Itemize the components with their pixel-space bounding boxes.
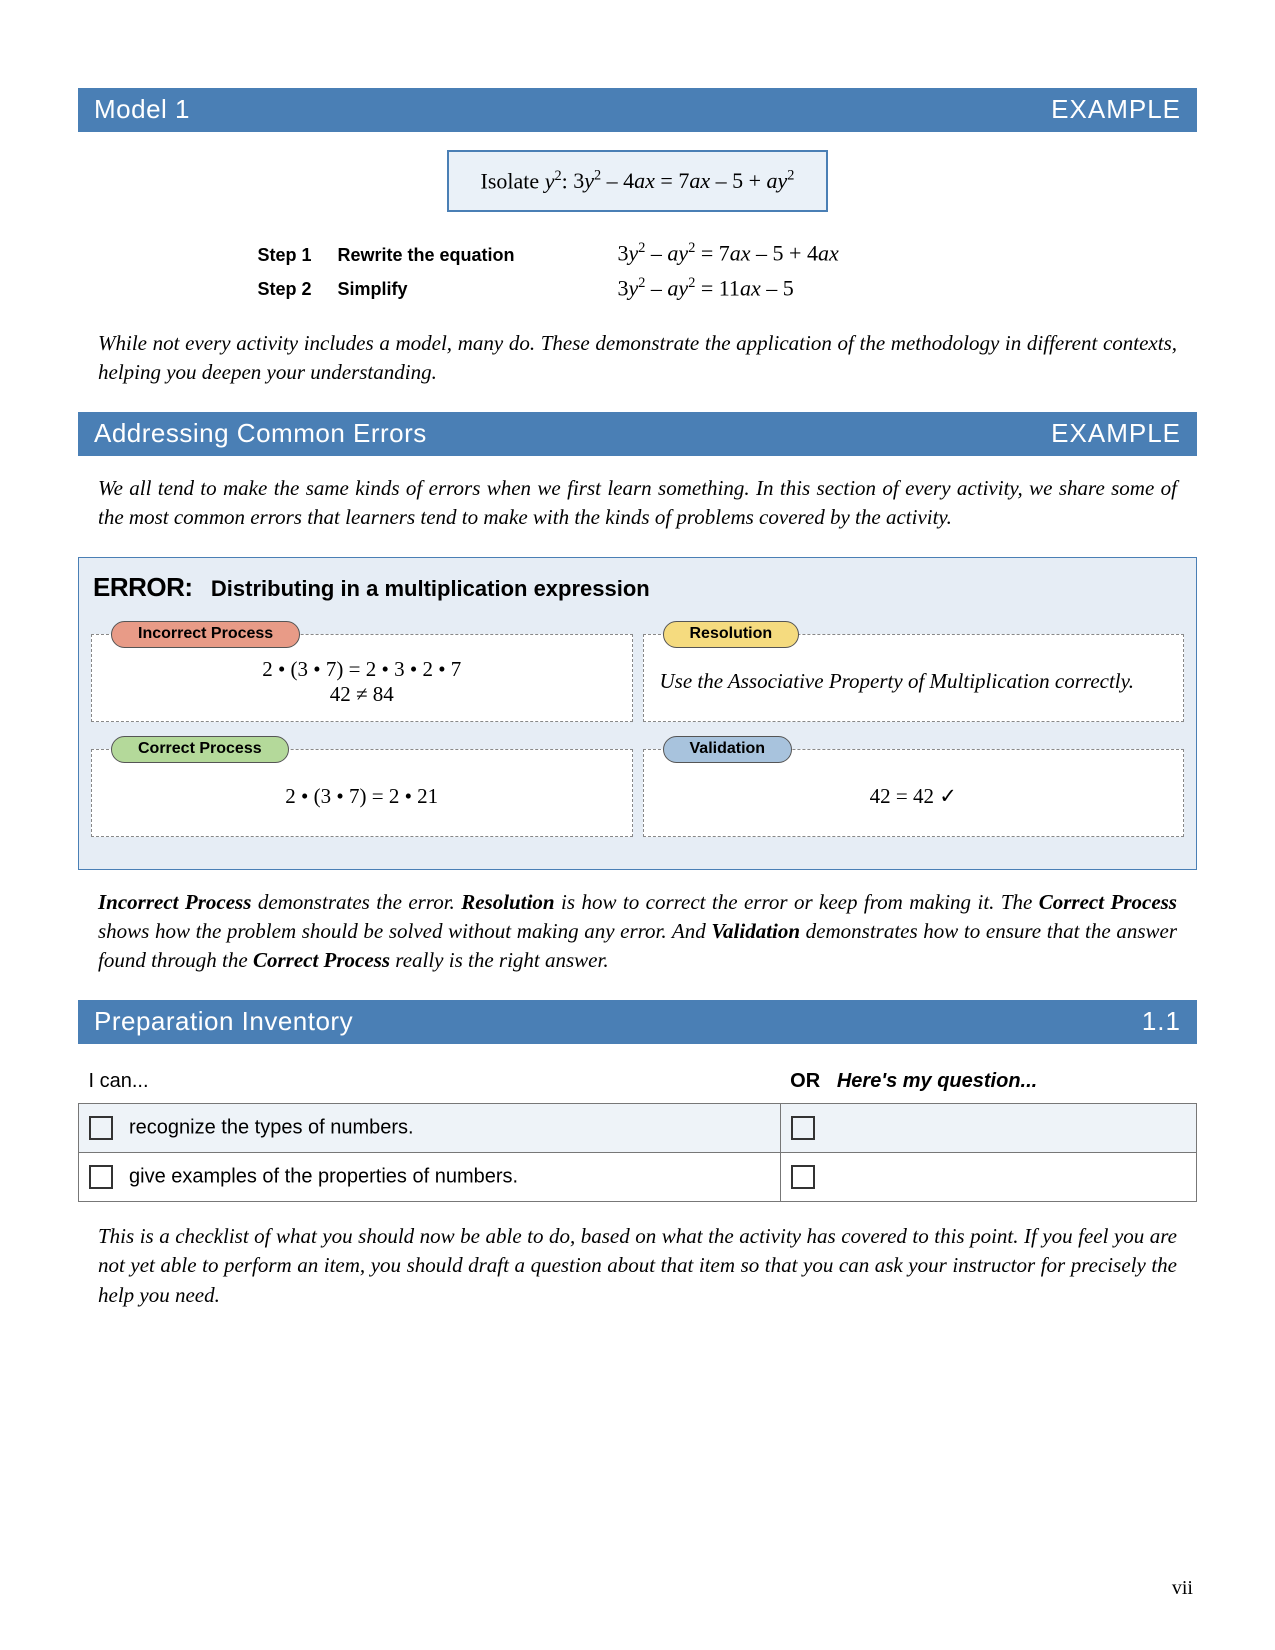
resolution-pill: Resolution	[663, 621, 800, 648]
equation-box: Isolate y2: 3y2 – 4ax = 7ax – 5 + ay2	[447, 150, 829, 212]
error-header: ERROR: Distributing in a multiplication …	[91, 572, 1184, 603]
step-number: Step 2	[258, 279, 338, 300]
inventory-left-header: I can...	[79, 1062, 781, 1104]
error-grid: Incorrect Process 2 • (3 • 7) = 2 • 3 • …	[91, 621, 1184, 851]
resolution-cell: Resolution Use the Associative Property …	[643, 621, 1185, 722]
errors-intro: We all tend to make the same kinds of er…	[98, 474, 1177, 533]
section-title: Preparation Inventory	[94, 1006, 353, 1037]
errors-caption: Incorrect Process demonstrates the error…	[98, 888, 1177, 976]
inventory-item-text: recognize the types of numbers.	[129, 1116, 414, 1138]
inventory-right-cell	[780, 1103, 1196, 1152]
inventory-row: recognize the types of numbers.	[79, 1103, 1197, 1152]
section-tag: EXAMPLE	[1051, 418, 1181, 449]
inventory-row: give examples of the properties of numbe…	[79, 1152, 1197, 1201]
equation-sep: :	[562, 168, 574, 193]
checkbox[interactable]	[791, 1116, 815, 1140]
checkbox[interactable]	[89, 1165, 113, 1189]
incorrect-cell: Incorrect Process 2 • (3 • 7) = 2 • 3 • …	[91, 621, 633, 722]
model-caption: While not every activity includes a mode…	[98, 329, 1177, 388]
section-title: Addressing Common Errors	[94, 418, 427, 449]
section-tag: EXAMPLE	[1051, 94, 1181, 125]
incorrect-line1: 2 • (3 • 7) = 2 • 3 • 2 • 7	[108, 657, 616, 682]
incorrect-pill: Incorrect Process	[111, 621, 300, 648]
inventory-right-header: OR Here's my question...	[780, 1062, 1196, 1104]
correct-pill: Correct Process	[111, 736, 289, 763]
resolution-text: Use the Associative Property of Multipli…	[660, 669, 1168, 694]
error-title: Distributing in a multiplication express…	[211, 576, 650, 601]
validation-line1: 42 = 42 ✓	[660, 784, 1168, 809]
error-panel: ERROR: Distributing in a multiplication …	[78, 557, 1197, 870]
step-row: Step 1 Rewrite the equation 3y2 – ay2 = …	[258, 236, 1018, 270]
step-desc: Simplify	[338, 279, 618, 300]
steps-table: Step 1 Rewrite the equation 3y2 – ay2 = …	[258, 236, 1018, 305]
validation-pill: Validation	[663, 736, 793, 763]
step-number: Step 1	[258, 245, 338, 266]
correct-line1: 2 • (3 • 7) = 2 • 21	[108, 784, 616, 809]
equation-body: 3y2 – 4ax = 7ax – 5 + ay2	[573, 168, 794, 193]
inventory-left-cell: recognize the types of numbers.	[79, 1103, 781, 1152]
section-bar-errors: Addressing Common Errors EXAMPLE	[78, 412, 1197, 456]
inventory-right-cell	[780, 1152, 1196, 1201]
section-bar-prep: Preparation Inventory 1.1	[78, 1000, 1197, 1044]
step-math: 3y2 – ay2 = 7ax – 5 + 4ax	[618, 240, 1018, 266]
inventory-header-row: I can... OR Here's my question...	[79, 1062, 1197, 1104]
error-label: ERROR:	[93, 572, 193, 602]
checkbox[interactable]	[89, 1116, 113, 1140]
step-desc: Rewrite the equation	[338, 245, 618, 266]
equation-prefix: Isolate	[481, 168, 545, 193]
page-number: vii	[1172, 1577, 1193, 1600]
inventory-left-cell: give examples of the properties of numbe…	[79, 1152, 781, 1201]
checkbox[interactable]	[791, 1165, 815, 1189]
section-bar-model: Model 1 EXAMPLE	[78, 88, 1197, 132]
section-tag: 1.1	[1142, 1006, 1181, 1037]
correct-cell: Correct Process 2 • (3 • 7) = 2 • 21	[91, 736, 633, 837]
inventory-item-text: give examples of the properties of numbe…	[129, 1165, 518, 1187]
equation-var: y	[545, 168, 555, 193]
prep-caption: This is a checklist of what you should n…	[98, 1222, 1177, 1310]
validation-cell: Validation 42 = 42 ✓	[643, 736, 1185, 837]
step-row: Step 2 Simplify 3y2 – ay2 = 11ax – 5	[258, 271, 1018, 305]
incorrect-line2: 42 ≠ 84	[108, 682, 616, 707]
section-title: Model 1	[94, 94, 190, 125]
inventory-table: I can... OR Here's my question... recogn…	[78, 1062, 1197, 1202]
step-math: 3y2 – ay2 = 11ax – 5	[618, 275, 1018, 301]
